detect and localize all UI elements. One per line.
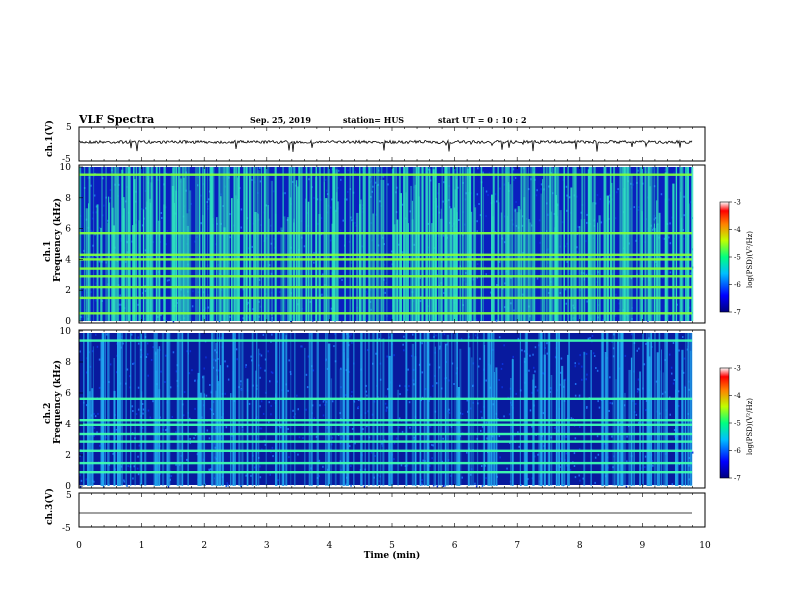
ch1-ytick-bottom: -5 <box>62 155 71 165</box>
freq-tick-label: 4 <box>65 255 71 265</box>
ch2-colorbar <box>719 367 730 479</box>
figure-title: VLF Spectra <box>78 113 154 126</box>
x-tick-label: 9 <box>640 541 646 551</box>
colorbar-tick-label: -7 <box>734 475 741 483</box>
ch1-colorbar <box>719 201 730 313</box>
ch1-ytick-top: 5 <box>66 123 72 133</box>
colorbar-tick-label: -7 <box>734 309 741 317</box>
colorbar-tick-label: -3 <box>734 365 741 373</box>
ch2-spec-ylabel-channel: ch.2 <box>43 403 53 424</box>
ch3-waveform-panel: 5 -5 ch.3(V) <box>44 488 706 534</box>
x-axis: 0 1 2 3 4 5 6 7 8 9 10 <box>76 541 711 551</box>
freq-tick-label: 8 <box>65 358 71 368</box>
start-time-label: start UT = 0 : 10 : 2 <box>438 115 527 125</box>
ch3-ytick-bottom: -5 <box>62 524 71 534</box>
freq-tick-label: 4 <box>65 420 71 430</box>
ch1-waveform-panel: 5 -5 ch.1(V) <box>44 120 706 165</box>
ch1-spec-ylabel-freq: Frequency (kHz) <box>52 198 63 282</box>
colorbar-tick-label: -4 <box>734 392 741 400</box>
freq-tick-label: 10 <box>60 327 72 337</box>
x-tick-label: 8 <box>577 541 583 551</box>
ch1-waveform-trace <box>78 139 693 152</box>
x-tick-label: 3 <box>264 541 270 551</box>
freq-tick-label: 2 <box>65 451 71 461</box>
colorbar-tick-label: -5 <box>734 420 741 428</box>
colorbar-tick-label: -4 <box>734 226 741 234</box>
freq-tick-label: 0 <box>65 317 71 327</box>
freq-tick-label: 10 <box>60 163 72 173</box>
freq-tick-label: 0 <box>65 482 71 492</box>
x-tick-label: 7 <box>514 541 520 551</box>
freq-tick-label: 8 <box>65 194 71 204</box>
x-tick-label: 0 <box>76 541 82 551</box>
ch3-ytick-top: 5 <box>66 491 72 501</box>
colorbar-tick-label: -6 <box>734 447 741 455</box>
station-label: station= HUS <box>343 115 404 125</box>
freq-tick-label: 6 <box>65 389 71 399</box>
ch2-colorbar-label: log(PSD)(V²/Hz) <box>746 398 754 455</box>
x-tick-label: 2 <box>201 541 207 551</box>
colorbar-tick-label: -3 <box>734 199 741 207</box>
ch1-spec-ylabel-channel: ch.1 <box>43 241 53 262</box>
ch3-waveform-ylabel: ch.3(V) <box>44 488 55 525</box>
colorbar-tick-label: -6 <box>734 281 741 289</box>
freq-tick-label: 2 <box>65 286 71 296</box>
ch2-spec-ylabel-freq: Frequency (kHz) <box>52 360 63 444</box>
date-label: Sep. 25, 2019 <box>250 115 311 125</box>
freq-tick-label: 6 <box>65 225 71 235</box>
x-tick-label: 4 <box>327 541 333 551</box>
x-tick-label: 1 <box>139 541 145 551</box>
ch1-colorbar-label: log(PSD)(V²/Hz) <box>746 231 754 288</box>
ch1-waveform-ylabel: ch.1(V) <box>44 120 55 157</box>
x-tick-label: 5 <box>389 541 395 551</box>
colorbar-tick-label: -5 <box>734 254 741 262</box>
x-tick-label: 10 <box>699 541 711 551</box>
x-axis-label: Time (min) <box>364 550 421 561</box>
x-tick-label: 6 <box>452 541 458 551</box>
